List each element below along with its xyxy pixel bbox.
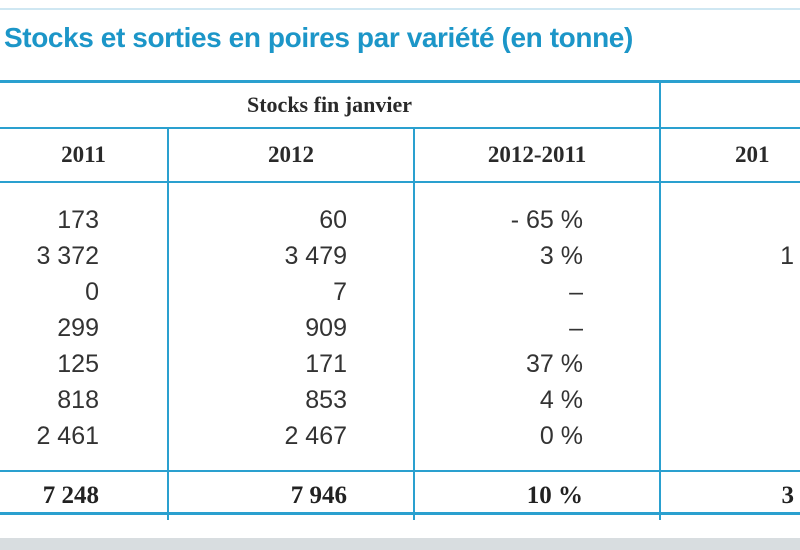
cell-diff: 4 % — [412, 382, 661, 418]
cell-2012: 909 — [167, 310, 414, 346]
table-row: 173 60 - 65 % — [0, 202, 800, 238]
total-2011: 7 248 — [0, 470, 168, 520]
cell-2012: 60 — [167, 202, 414, 238]
cell-diff: – — [412, 310, 661, 346]
column-header-2011: 2011 — [0, 128, 168, 183]
table-title: Stocks et sorties en poires par variété … — [4, 22, 633, 53]
group-header-next — [659, 83, 800, 129]
total-diff: 10 % — [412, 470, 661, 520]
cell-next — [659, 346, 800, 382]
bottom-divider — [0, 512, 800, 515]
title-divider — [0, 80, 800, 83]
column-header-next: 201 — [659, 128, 800, 183]
cell-diff: 3 % — [412, 238, 661, 274]
cell-2012: 853 — [167, 382, 414, 418]
cell-2012: 7 — [167, 274, 414, 310]
column-header-row: 2011 2012 2012-2011 201 — [0, 128, 800, 183]
cell-next — [659, 202, 800, 238]
cell-next — [659, 382, 800, 418]
cell-2012: 171 — [167, 346, 414, 382]
cell-next — [659, 418, 800, 454]
cell-2011: 3 372 — [36, 241, 99, 270]
cell-next — [659, 310, 800, 346]
table-row: 3 372 3 479 3 % 1 — [0, 238, 800, 274]
total-2012: 7 946 — [167, 470, 414, 520]
top-rule — [0, 8, 800, 10]
table-row: 2 461 2 467 0 % — [0, 418, 800, 454]
total-row: 7 248 7 946 10 % 3 — [0, 470, 800, 520]
footer-band — [0, 538, 800, 550]
cell-diff: 0 % — [412, 418, 661, 454]
cell-2011: 173 — [57, 205, 99, 234]
cell-next: 1 — [659, 238, 800, 274]
total-next: 3 — [659, 470, 800, 520]
cell-2011: 0 — [85, 277, 99, 306]
table-row: 125 171 37 % — [0, 346, 800, 382]
cell-diff: 37 % — [412, 346, 661, 382]
group-header-stocks: Stocks fin janvier — [0, 83, 661, 129]
column-header-2012: 2012 — [167, 128, 414, 183]
cell-diff: - 65 % — [412, 202, 661, 238]
cell-2011: 2 461 — [36, 421, 99, 450]
table-row: 299 909 – — [0, 310, 800, 346]
table-row: 0 7 – — [0, 274, 800, 310]
table-row: 818 853 4 % — [0, 382, 800, 418]
cell-next — [659, 274, 800, 310]
cell-diff: – — [412, 274, 661, 310]
cell-2011: 818 — [57, 385, 99, 414]
cell-2011: 125 — [57, 349, 99, 378]
column-header-diff: 2012-2011 — [412, 128, 661, 183]
cell-2012: 3 479 — [167, 238, 414, 274]
stocks-table: Stocks fin janvier 2011 2012 2012-2011 2… — [0, 83, 800, 520]
cell-2011: 299 — [57, 313, 99, 342]
cell-2012: 2 467 — [167, 418, 414, 454]
group-header-row: Stocks fin janvier — [0, 83, 800, 129]
